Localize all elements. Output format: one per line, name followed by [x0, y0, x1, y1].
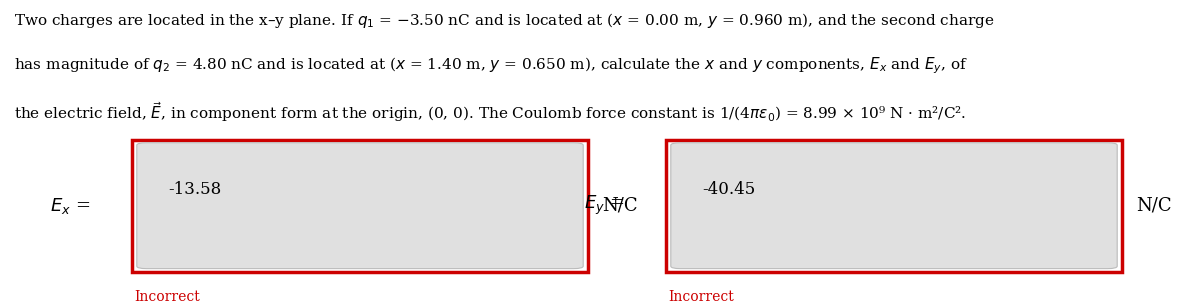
Text: the electric field, $\vec{E}$, in component form at the origin, (0, 0). The Coul: the electric field, $\vec{E}$, in compon… [14, 100, 967, 124]
Text: Two charges are located in the x–y plane. If $q_1$ = −3.50 nC and is located at : Two charges are located in the x–y plane… [14, 11, 995, 30]
Text: -13.58: -13.58 [168, 181, 221, 198]
Text: N/C: N/C [1136, 197, 1172, 215]
Text: N/C: N/C [602, 197, 638, 215]
FancyBboxPatch shape [132, 140, 588, 272]
FancyBboxPatch shape [666, 140, 1122, 272]
FancyBboxPatch shape [137, 143, 583, 269]
Text: -40.45: -40.45 [702, 181, 755, 198]
Text: $E_x$ =: $E_x$ = [50, 196, 90, 216]
Text: Incorrect: Incorrect [668, 290, 734, 304]
Text: Incorrect: Incorrect [134, 290, 200, 304]
Text: $E_y$ =: $E_y$ = [584, 194, 624, 217]
FancyBboxPatch shape [671, 143, 1117, 269]
Text: has magnitude of $q_2$ = 4.80 nC and is located at ($x$ = 1.40 m, $y$ = 0.650 m): has magnitude of $q_2$ = 4.80 nC and is … [14, 55, 968, 76]
